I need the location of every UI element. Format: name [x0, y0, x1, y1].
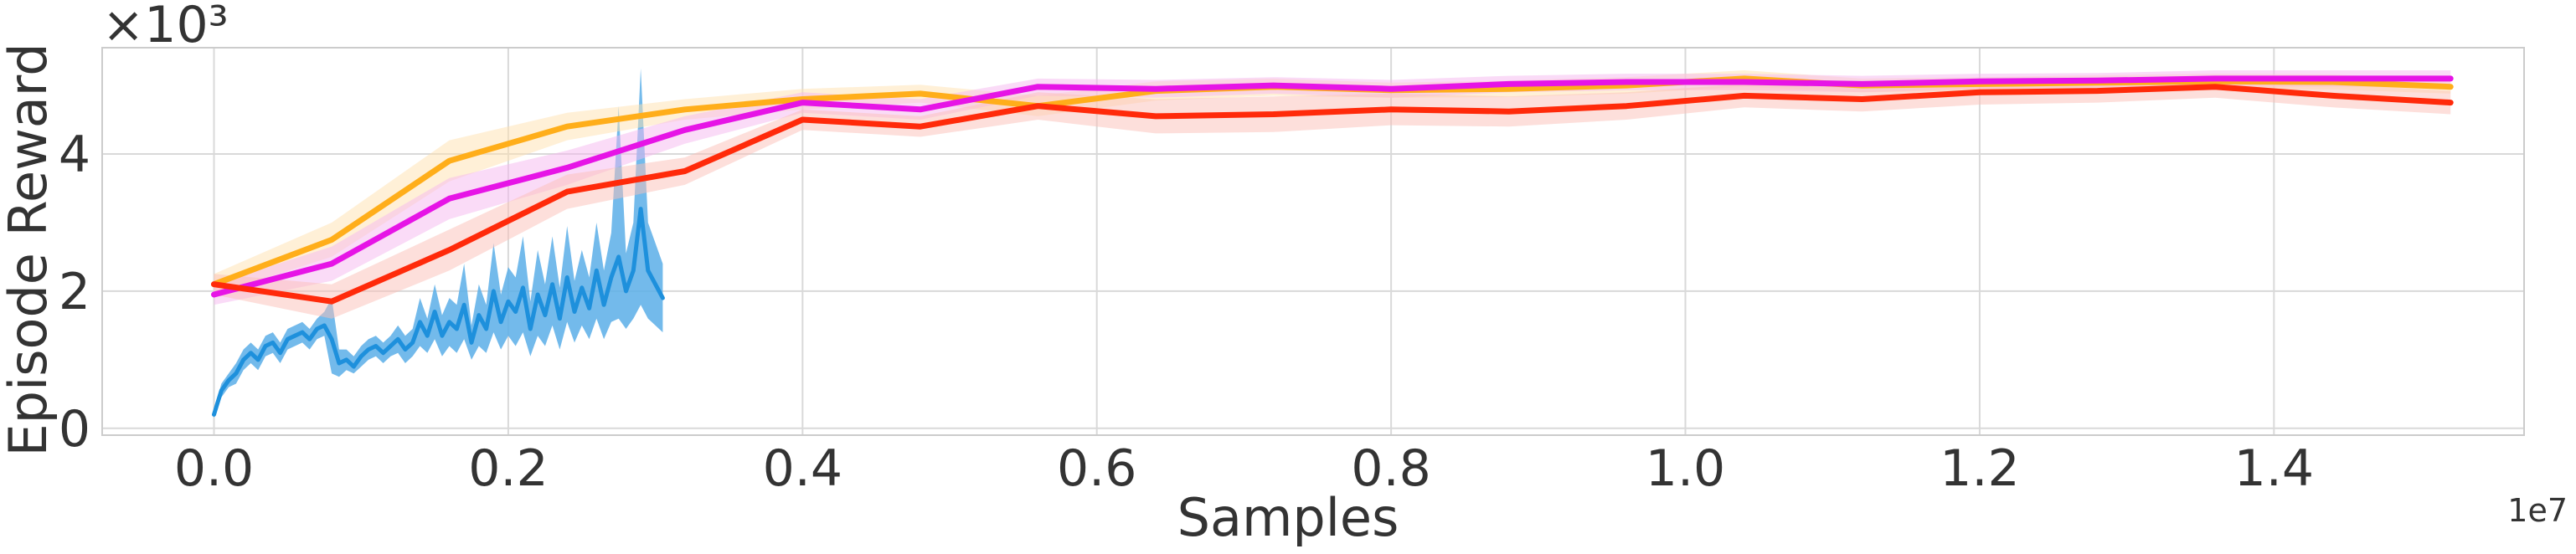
x-tick-label: 1.0	[1646, 439, 1725, 498]
x-tick-label: 0.0	[174, 439, 254, 498]
x-offset-text: 1e7	[2507, 492, 2568, 529]
series-2-line	[211, 75, 2454, 298]
series-lines	[211, 75, 2454, 417]
y-tick-label: 2	[59, 263, 90, 321]
y-tick-label: 4	[59, 126, 90, 184]
x-tick-label: 0.8	[1351, 439, 1430, 498]
x-tick-label: 0.2	[468, 439, 548, 498]
x-tick-label: 1.4	[2234, 439, 2314, 498]
y-tick-labels: 0 2 4	[59, 126, 90, 459]
plot-frame	[101, 47, 2525, 436]
series-3-line	[211, 84, 2454, 305]
series-3-band	[214, 75, 2451, 319]
confidence-bands	[214, 68, 2451, 418]
x-tick-label: 1.2	[1940, 439, 2019, 498]
x-tick-label: 0.4	[763, 439, 842, 498]
series-0-line	[212, 207, 665, 417]
x-tick-label: 0.6	[1057, 439, 1136, 498]
x-axis-label: Samples	[1177, 487, 1399, 548]
y-offset-text: ×10³	[102, 0, 229, 54]
y-axis-label: Episode Reward	[0, 43, 59, 456]
y-tick-label: 0	[59, 400, 90, 459]
x-tick-labels: 0.0 0.2 0.4 0.6 0.8 1.0 1.2 1.4	[174, 439, 2314, 498]
